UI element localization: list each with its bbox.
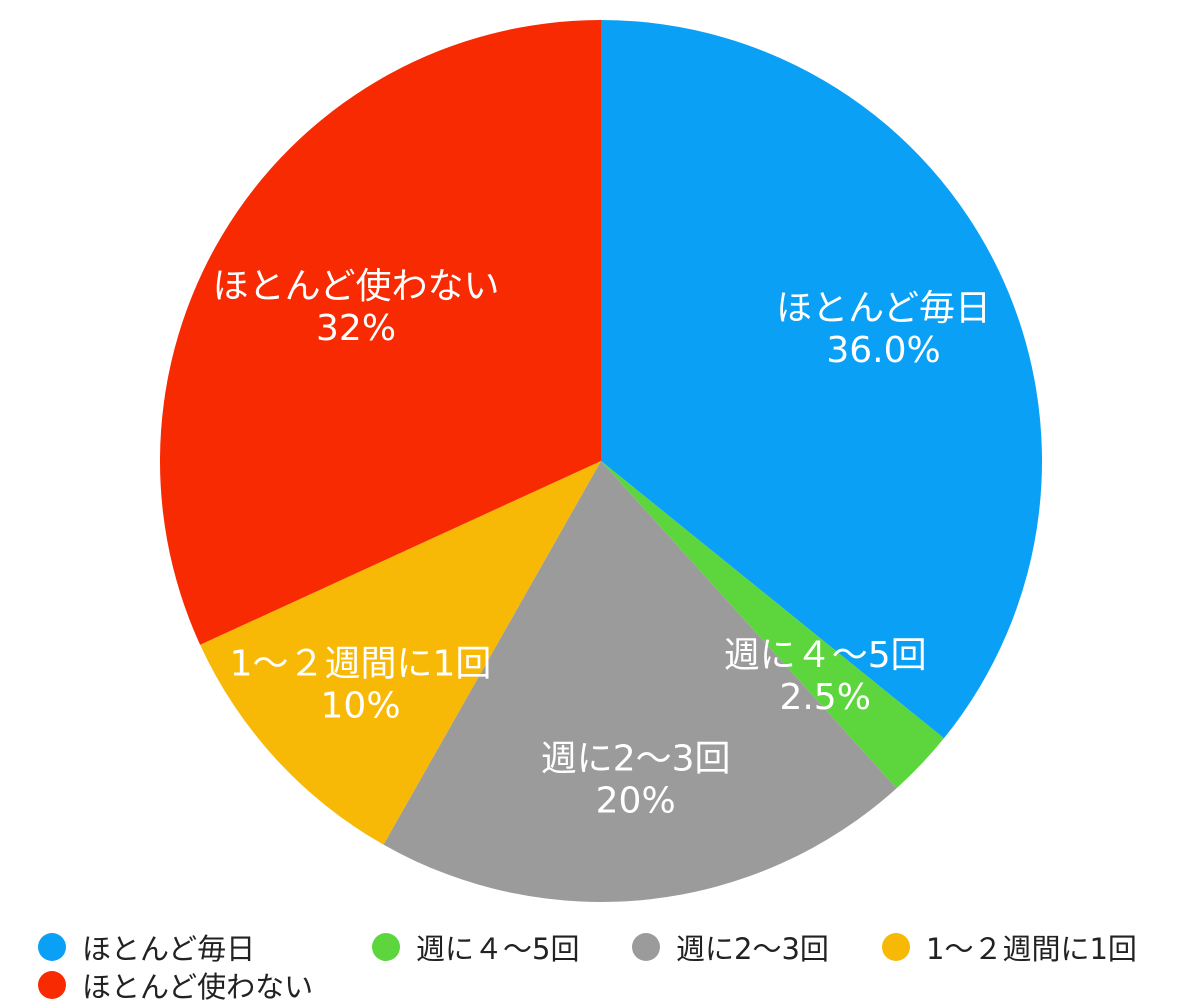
legend-item-4-5-weekly: 週に４～5回 <box>372 926 579 968</box>
legend-swatch <box>38 933 66 961</box>
slice-daily <box>601 20 1042 739</box>
legend-label: 週に４～5回 <box>416 932 580 966</box>
slice-value-label: 36.0% <box>826 330 940 371</box>
legend-label: 週に2～3回 <box>676 932 829 966</box>
legend-swatch <box>38 971 66 999</box>
legend-item-rarely: ほとんど使わない <box>38 964 313 1006</box>
legend-item-daily: ほとんど毎日 <box>38 926 255 968</box>
legend-swatch <box>632 933 660 961</box>
slice-4-5-weekly <box>601 461 944 789</box>
legend-item-2-3-weekly: 週に2～3回 <box>632 926 829 968</box>
slice-category-label: ほとんど毎日 <box>776 288 991 329</box>
slice-category-label: ほとんど使わない <box>213 266 500 307</box>
legend-swatch <box>882 933 910 961</box>
legend-swatch <box>372 933 400 961</box>
slice-rarely <box>160 20 602 645</box>
slice-category-label: 1～２週間に1回 <box>230 644 492 685</box>
slice-value-label: 10% <box>321 686 401 727</box>
legend-label: 1～２週間に1回 <box>926 932 1137 966</box>
legend-label: ほとんど使わない <box>82 970 314 1004</box>
slice-category-label: 週に2～3回 <box>541 739 731 780</box>
slice-value-label: 2.5% <box>779 677 870 718</box>
legend-item-1-2-weeks: 1～２週間に1回 <box>882 926 1137 968</box>
legend-label: ほとんど毎日 <box>82 932 256 966</box>
legend: ほとんど毎日 週に４～5回 週に2～3回 1～２週間に1回 ほとんど使わない <box>0 916 1200 1004</box>
slice-1-2-weeks <box>200 461 601 845</box>
slice-2-3-weekly <box>383 461 897 902</box>
slice-category-label: 週に４～5回 <box>724 635 927 676</box>
slice-value-label: 32% <box>316 308 396 349</box>
slice-value-label: 20% <box>596 781 676 822</box>
